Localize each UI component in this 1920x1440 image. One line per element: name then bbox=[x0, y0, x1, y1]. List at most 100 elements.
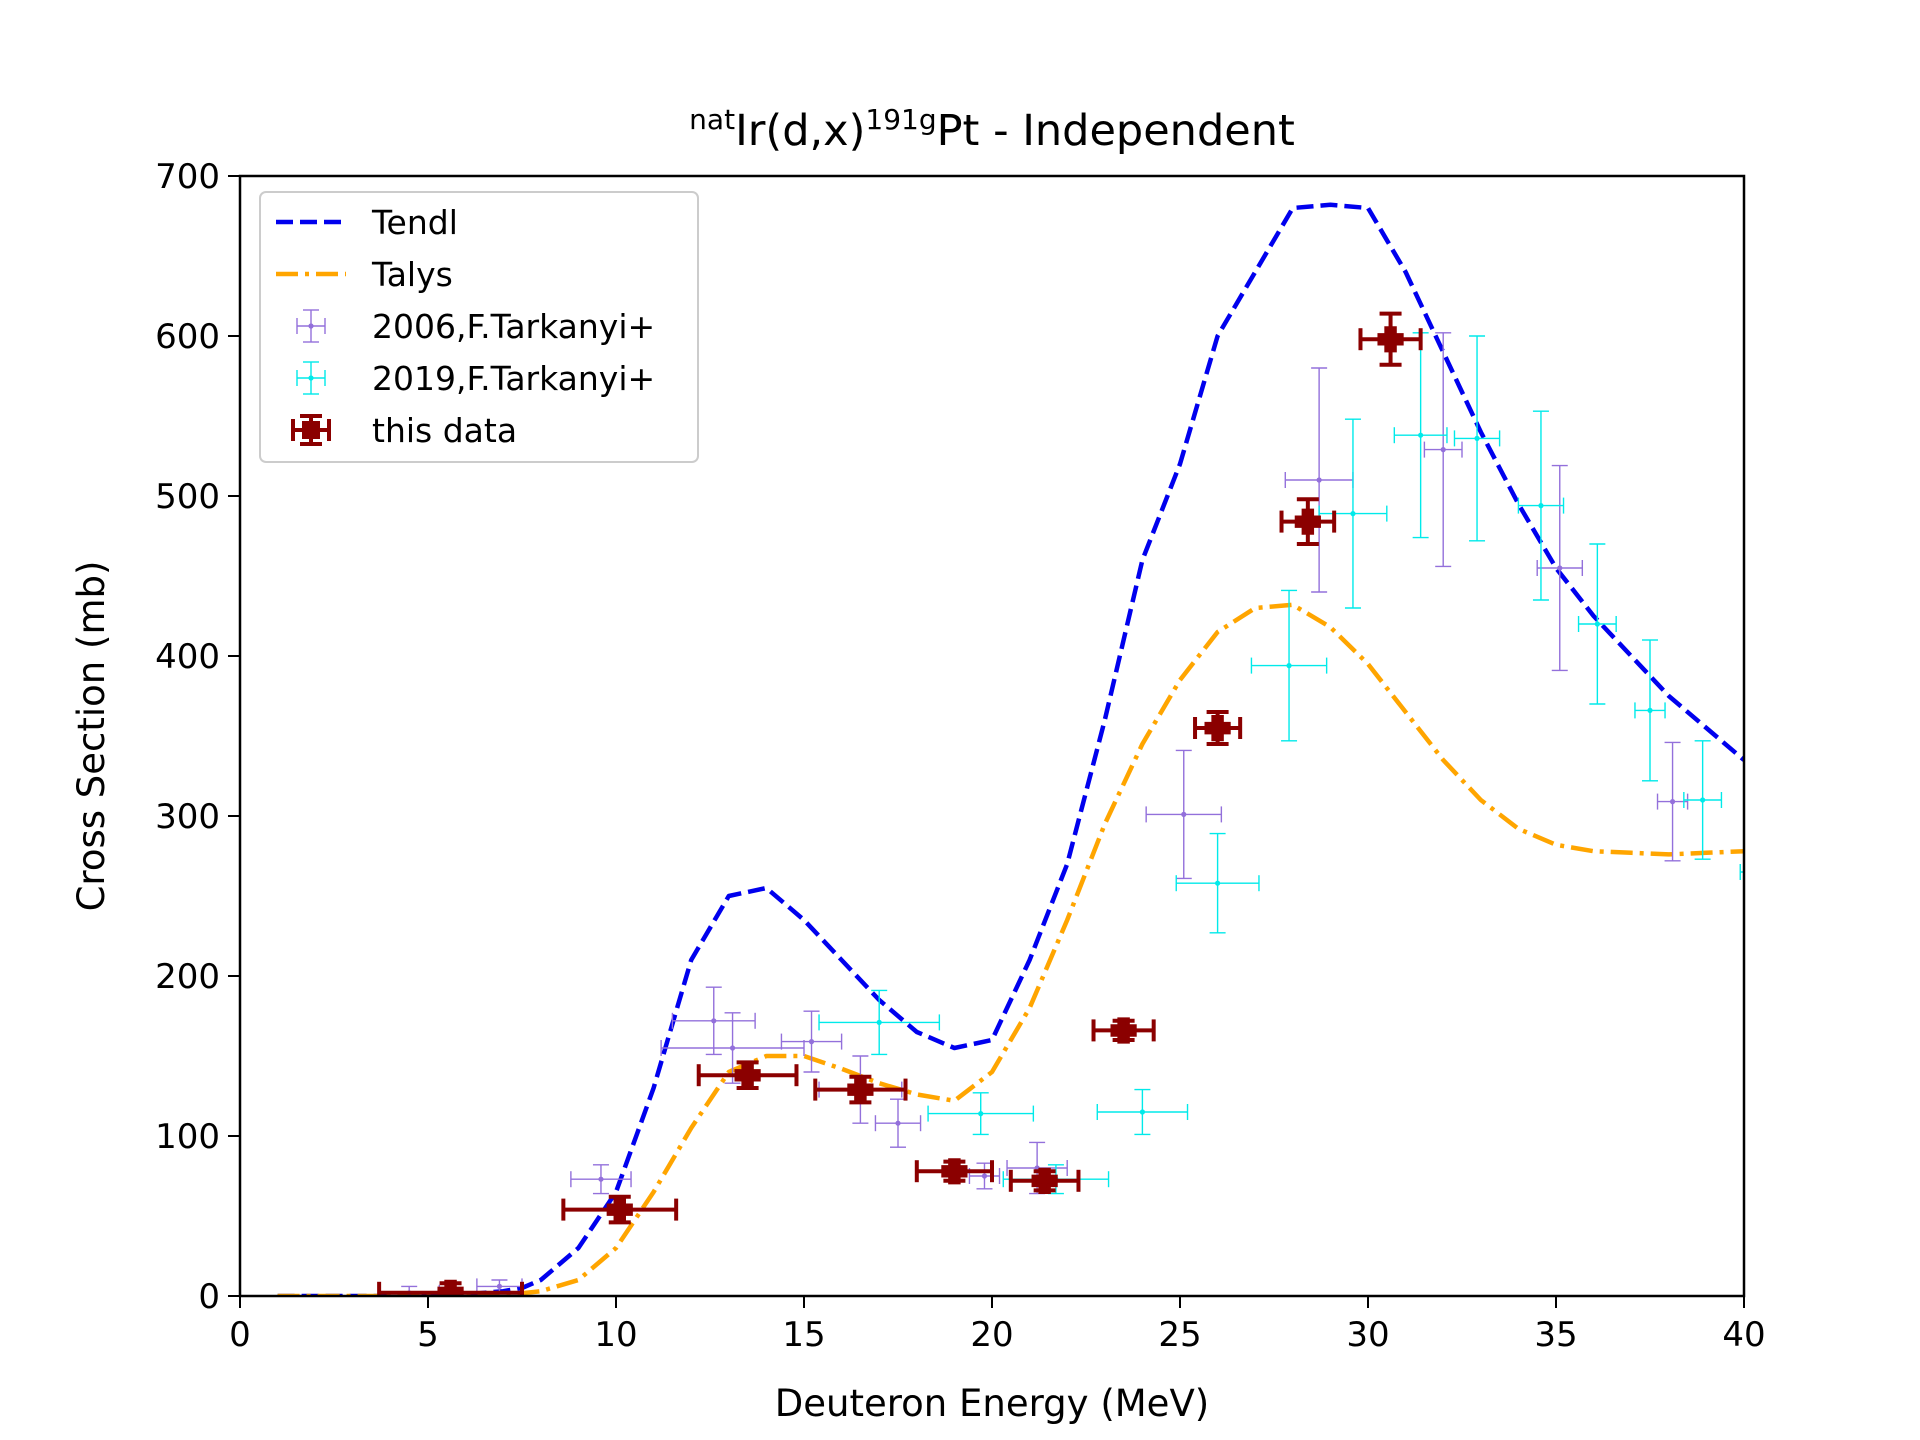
marker bbox=[1377, 326, 1404, 353]
marker bbox=[808, 1039, 815, 1045]
y-tick-label: 500 bbox=[155, 477, 220, 517]
2019-f-tarkanyi-point-3 bbox=[1096, 1088, 1189, 1136]
y-tick-label: 300 bbox=[155, 797, 220, 837]
2006-f-tarkanyi-point-13 bbox=[1536, 464, 1584, 672]
x-tick-label: 40 bbox=[1722, 1315, 1765, 1355]
y-tick-label: 400 bbox=[155, 637, 220, 677]
legend: Tendl Talys 2006,F.Tarkanyi+ 2019,F.Tarkany… bbox=[259, 191, 699, 463]
marker bbox=[1139, 1109, 1145, 1115]
2006-f-tarkanyi-point-3 bbox=[671, 986, 756, 1056]
plot-area bbox=[277, 202, 1758, 1296]
this-data-point-3 bbox=[813, 1074, 908, 1105]
2019-f-tarkanyi-point-9 bbox=[1517, 410, 1565, 601]
2019-f-tarkanyi-point-1 bbox=[927, 1092, 1035, 1136]
this-data-point-1 bbox=[561, 1194, 679, 1225]
y-tick-label: 200 bbox=[155, 957, 220, 997]
this-data-point-5 bbox=[1008, 1167, 1081, 1195]
marker bbox=[711, 1018, 717, 1024]
x-tick-label: 20 bbox=[970, 1315, 1013, 1355]
y-axis-label: Cross Section (mb) bbox=[70, 561, 113, 912]
legend-swatch-2006-f-tarkanyi bbox=[296, 309, 326, 343]
x-tick-label: 35 bbox=[1534, 1315, 1577, 1355]
marker bbox=[1286, 663, 1292, 669]
legend-label-2019-f-tarkanyi: 2019,F.Tarkanyi+ bbox=[372, 359, 655, 398]
2019-f-tarkanyi-point-7 bbox=[1393, 332, 1448, 539]
2019-f-tarkanyi-point-6 bbox=[1318, 418, 1388, 609]
2006-f-tarkanyi-point-4 bbox=[660, 1012, 805, 1084]
marker bbox=[1647, 707, 1653, 714]
2019-f-tarkanyi-point-12 bbox=[1683, 740, 1723, 860]
marker bbox=[1474, 435, 1480, 441]
marker bbox=[1753, 869, 1758, 874]
this-data-point-6 bbox=[1091, 1017, 1156, 1044]
2019-f-tarkanyi-point-0 bbox=[818, 989, 941, 1056]
legend-swatch-this-data bbox=[291, 414, 331, 446]
x-tick-label: 10 bbox=[594, 1315, 637, 1355]
marker bbox=[606, 1196, 633, 1223]
marker bbox=[1700, 797, 1706, 803]
marker bbox=[437, 1279, 464, 1296]
legend-box bbox=[259, 191, 699, 463]
marker bbox=[847, 1076, 874, 1103]
x-tick-label: 15 bbox=[782, 1315, 825, 1355]
2019-f-tarkanyi-point-13 bbox=[1739, 864, 1758, 880]
chart-title: natIr(d,x)191gPt - Independent bbox=[689, 103, 1295, 156]
x-tick-label: 5 bbox=[417, 1315, 439, 1355]
x-axis-label: Deuteron Energy (MeV) bbox=[775, 1382, 1209, 1425]
y-tick-label: 600 bbox=[155, 317, 220, 357]
marker bbox=[1669, 799, 1676, 805]
marker bbox=[729, 1045, 736, 1051]
marker bbox=[1110, 1017, 1137, 1044]
marker bbox=[734, 1062, 761, 1089]
marker bbox=[1294, 508, 1321, 535]
legend-label-tendl: Tendl bbox=[371, 203, 458, 242]
2019-f-tarkanyi-point-11 bbox=[1634, 639, 1666, 782]
2006-f-tarkanyi-point-2 bbox=[570, 1164, 632, 1195]
y-tick-label: 700 bbox=[155, 157, 220, 197]
this-data-point-2 bbox=[696, 1060, 799, 1090]
marker bbox=[876, 1019, 882, 1025]
marker bbox=[1204, 715, 1231, 742]
marker bbox=[598, 1176, 604, 1182]
marker bbox=[1538, 503, 1544, 509]
this-data-point-8 bbox=[1279, 497, 1337, 546]
legend-label-2006-f-tarkanyi: 2006,F.Tarkanyi+ bbox=[372, 307, 655, 346]
marker bbox=[941, 1158, 968, 1185]
marker bbox=[1181, 811, 1187, 818]
2019-f-tarkanyi-point-4 bbox=[1175, 832, 1260, 934]
2006-f-tarkanyi-point-14 bbox=[1656, 741, 1689, 862]
marker bbox=[1350, 510, 1356, 517]
marker bbox=[1215, 880, 1221, 886]
this-data-point-4 bbox=[914, 1158, 994, 1185]
marker bbox=[1440, 447, 1446, 453]
marker bbox=[1594, 621, 1600, 627]
marker bbox=[1316, 477, 1322, 483]
legend-label-this-data: this data bbox=[372, 411, 517, 450]
legend-swatch-2019-f-tarkanyi bbox=[296, 361, 326, 395]
this-data-point-7 bbox=[1193, 710, 1243, 746]
marker bbox=[978, 1111, 984, 1117]
marker bbox=[1031, 1167, 1058, 1195]
tendl-line bbox=[277, 202, 1744, 1296]
legend-label-talys: Talys bbox=[371, 255, 453, 294]
marker bbox=[1418, 432, 1424, 438]
2006-f-tarkanyi-point-8 bbox=[968, 1162, 1001, 1190]
2006-f-tarkanyi-point-5 bbox=[780, 1010, 843, 1073]
x-tick-label: 0 bbox=[229, 1315, 251, 1355]
marker bbox=[1557, 565, 1563, 571]
y-tick-label: 100 bbox=[155, 1117, 220, 1157]
y-tick-label: 0 bbox=[198, 1277, 220, 1317]
x-tick-label: 25 bbox=[1158, 1315, 1201, 1355]
talys-line bbox=[277, 602, 1744, 1296]
this-data-point-9 bbox=[1358, 311, 1423, 367]
this-data-point-0 bbox=[377, 1279, 524, 1296]
2006-f-tarkanyi-point-10 bbox=[1145, 749, 1223, 880]
2006-f-tarkanyi-point-11 bbox=[1284, 367, 1354, 593]
2019-f-tarkanyi-point-5 bbox=[1250, 589, 1328, 742]
marker bbox=[981, 1173, 988, 1179]
2019-f-tarkanyi-point-10 bbox=[1577, 543, 1617, 705]
2006-f-tarkanyi-point-7 bbox=[874, 1098, 922, 1148]
marker bbox=[895, 1120, 901, 1126]
